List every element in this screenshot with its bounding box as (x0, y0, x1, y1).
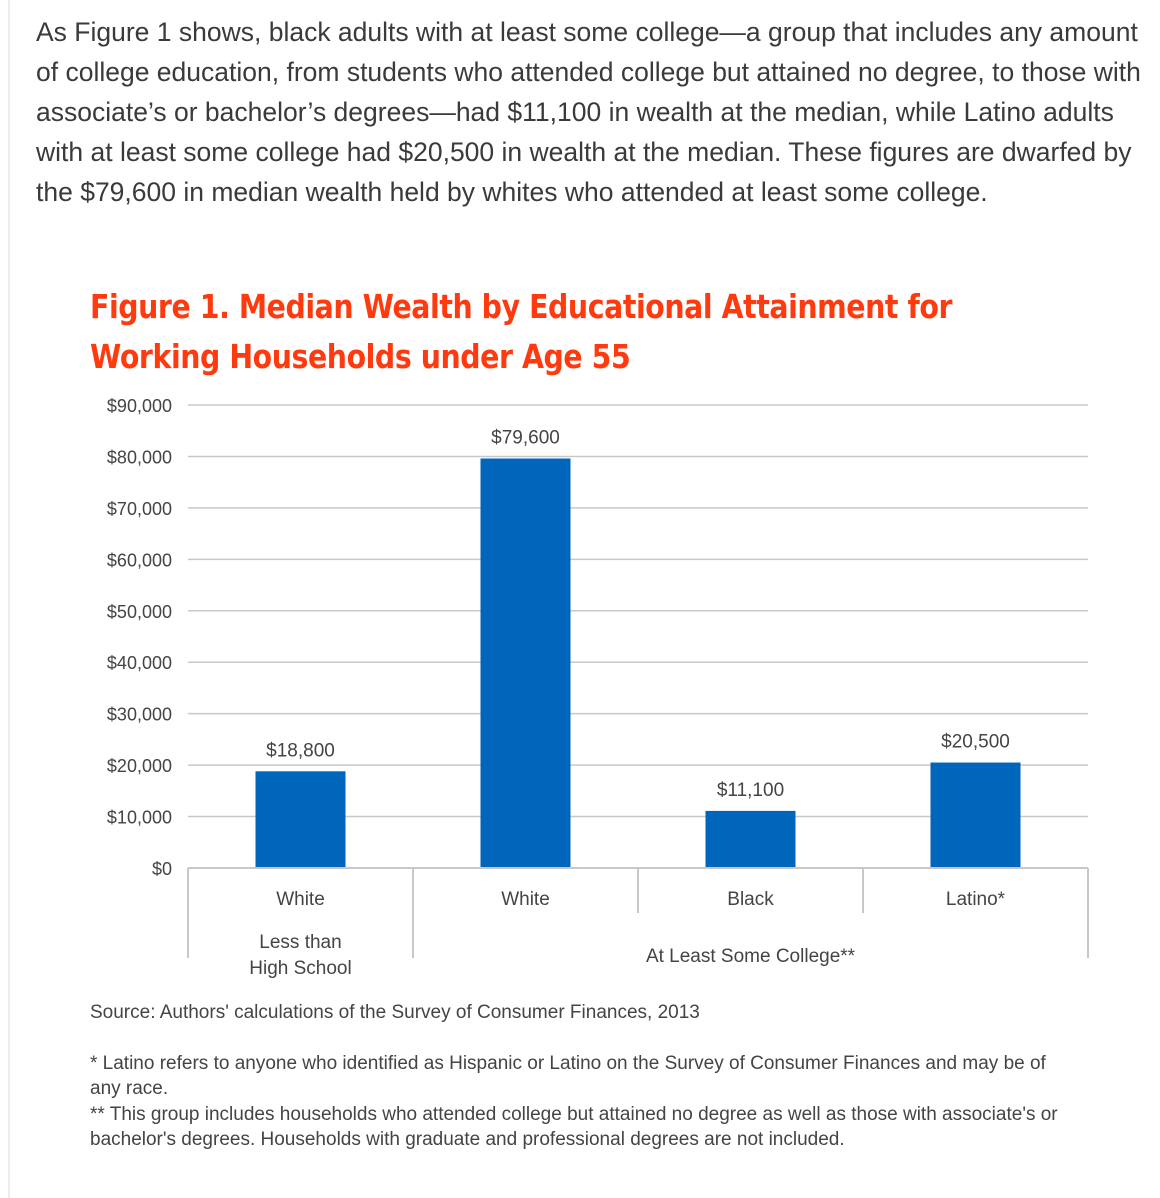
y-tick-label: $40,000 (107, 653, 172, 673)
data-label: $20,500 (941, 732, 1010, 753)
figure-title-line-2: Working Households under Age 55 (90, 337, 631, 376)
x-category-label: White (276, 889, 325, 910)
data-label: $11,100 (717, 780, 784, 801)
y-tick-label: $90,000 (107, 396, 172, 416)
footnote-college: ** This group includes households who at… (90, 1104, 1058, 1150)
data-label: $18,800 (266, 740, 335, 761)
group-label: Less than (259, 932, 341, 953)
body-paragraph: As Figure 1 shows, black adults with at … (36, 17, 1141, 207)
bar-chart: $0 $10,000 $20,000 $30,000 $40,000 $50,000 $60… (107, 396, 1089, 979)
y-tick-label: $30,000 (107, 705, 172, 725)
y-tick-label: $50,000 (107, 602, 172, 622)
footnote-latino: * Latino refers to anyone who identified… (90, 1053, 1046, 1099)
y-tick-label: $80,000 (107, 447, 172, 467)
figure-title: Figure 1. Median Wealth by Educational A… (90, 282, 952, 382)
bar (255, 771, 346, 868)
group-label: At Least Some College** (646, 946, 856, 967)
y-tick-label: $10,000 (107, 808, 172, 828)
bar (480, 458, 571, 868)
x-category-label: Latino* (946, 889, 1006, 910)
x-category-label: Black (727, 889, 774, 910)
bar (705, 810, 796, 868)
figure-title-line-1: Figure 1. Median Wealth by Educational A… (90, 287, 953, 326)
group-label: High School (249, 958, 351, 979)
y-tick-label: $60,000 (107, 550, 172, 570)
y-tick-label: $70,000 (107, 499, 172, 519)
y-tick-label: $0 (152, 859, 172, 879)
bar (930, 762, 1021, 868)
page-left-border (8, 0, 10, 1198)
source-note: Source: Authors' calculations of the Sur… (90, 1002, 700, 1023)
x-category-label: White (501, 889, 550, 910)
y-tick-label: $20,000 (107, 756, 172, 776)
data-label: $79,600 (491, 428, 560, 449)
